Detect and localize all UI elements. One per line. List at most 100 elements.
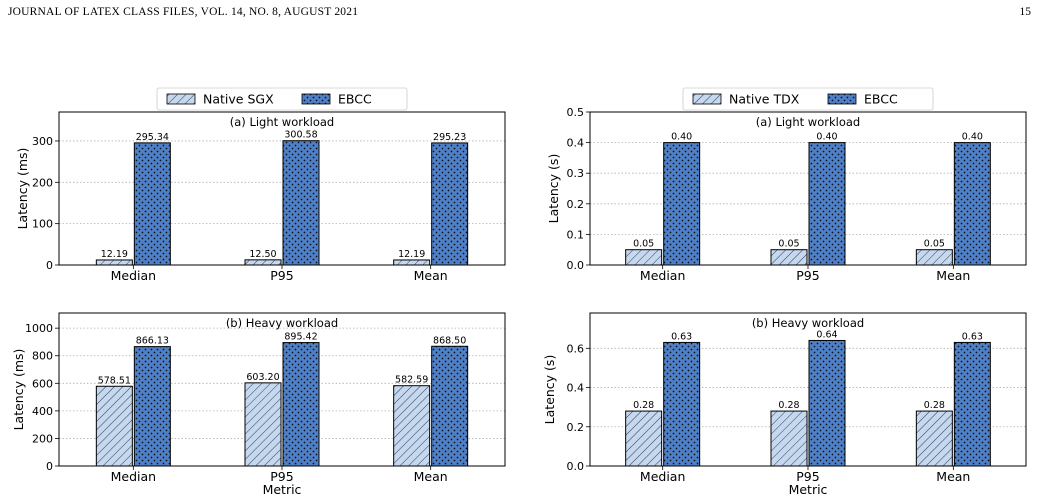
chart-subtitle: (a) Light workload: [756, 115, 860, 129]
bar-native: [393, 385, 431, 467]
bar-native: [244, 259, 282, 266]
bar-native: [244, 382, 282, 467]
x-tick-label: Median: [111, 469, 156, 484]
bar-value-label: 868.50: [433, 335, 466, 346]
bar-value-label: 0.28: [633, 400, 654, 411]
chart-panel-1: 578.51 866.13 Median 603.20 895.42 P95 582.59 8…: [11, 312, 506, 497]
y-axis-label: Latency (ms): [11, 349, 26, 431]
bar-ebcc: [953, 341, 991, 467]
chart-panel-0: 12.19 295.34 Median 12.50 300.58 P95 12.19 295.…: [15, 87, 506, 283]
bar-ebcc: [663, 142, 701, 266]
chart-subtitle: (b) Heavy workload: [226, 316, 338, 330]
legend-swatch-ebcc: [301, 93, 331, 105]
bar-value-label: 12.19: [398, 249, 425, 260]
y-tick-label: 1000: [25, 322, 53, 335]
legend-swatch-native: [692, 93, 722, 105]
x-axis-label: Metric: [789, 482, 828, 497]
x-tick-label: Mean: [936, 469, 970, 484]
bar-value-label: 0.05: [924, 239, 945, 250]
chart-panel-2: 0.05 0.40 Median 0.05 0.40 P95 0.05 0.40 Mean 0.0…: [546, 87, 1027, 283]
y-tick-label: 0.6: [567, 342, 585, 355]
bar-native: [625, 249, 663, 266]
x-tick-label: P95: [796, 268, 819, 283]
bar-value-label: 582.59: [395, 375, 428, 386]
bar-native: [915, 410, 953, 467]
y-axis-label: Latency (s): [546, 154, 561, 224]
y-tick-label: 600: [32, 377, 53, 390]
legend-box: [682, 87, 934, 111]
y-tick-label: 0: [46, 460, 53, 473]
legend: Native SGX EBCC: [156, 87, 408, 111]
y-tick-label: 0.3: [567, 167, 585, 180]
bar-value-label: 0.05: [778, 239, 799, 250]
x-tick-label: P95: [796, 469, 819, 484]
y-tick-label: 0: [46, 259, 53, 272]
bar-ebcc: [431, 142, 469, 266]
chart-subtitle: (b) Heavy workload: [752, 316, 864, 330]
y-axis-label: Latency (ms): [15, 148, 30, 230]
y-tick-label: 300: [32, 135, 53, 148]
x-tick-label: Mean: [936, 268, 970, 283]
bar-value-label: 0.28: [924, 400, 945, 411]
x-tick-label: Median: [640, 469, 685, 484]
bar-native: [625, 410, 663, 467]
legend-label: EBCC: [338, 92, 372, 107]
y-tick-label: 200: [32, 176, 53, 189]
bar-value-label: 0.40: [962, 132, 983, 143]
x-tick-label: Median: [640, 268, 685, 283]
y-tick-label: 0.1: [567, 228, 585, 241]
bar-value-label: 295.23: [433, 132, 466, 143]
bar-value-label: 603.20: [246, 372, 279, 383]
bar-ebcc: [808, 142, 846, 266]
bar-ebcc: [133, 346, 171, 467]
x-tick-label: P95: [270, 268, 293, 283]
plot-frame: [58, 312, 506, 467]
y-tick-label: 0.2: [567, 198, 585, 211]
bar-native: [95, 259, 133, 266]
bar-value-label: 0.40: [816, 132, 837, 143]
plot-frame: [589, 312, 1027, 467]
legend-box: [156, 87, 408, 111]
y-tick-label: 0.5: [567, 106, 585, 119]
legend: Native TDX EBCC: [682, 87, 934, 111]
legend-label: EBCC: [864, 92, 898, 107]
bar-ebcc: [663, 341, 701, 467]
bar-value-label: 12.50: [249, 249, 276, 260]
bar-native: [770, 249, 808, 266]
y-tick-label: 0.0: [567, 460, 585, 473]
chart-panel-3: 0.28 0.63 Median 0.28 0.64 P95 0.28 0.63 Mean 0.0…: [542, 312, 1027, 497]
bar-ebcc: [282, 140, 320, 266]
bar-value-label: 866.13: [136, 336, 169, 347]
bar-value-label: 578.51: [98, 375, 131, 386]
y-tick-label: 0.4: [567, 137, 585, 150]
bar-ebcc: [808, 339, 846, 467]
y-tick-label: 400: [32, 405, 53, 418]
bar-value-label: 0.63: [671, 331, 692, 342]
page-header: JOURNAL OF LATEX CLASS FILES, VOL. 14, N…: [0, 0, 1041, 30]
y-tick-label: 0.2: [567, 421, 585, 434]
bar-ebcc: [431, 345, 469, 467]
bar-native: [95, 385, 133, 467]
y-tick-label: 100: [32, 218, 53, 231]
chart-subtitle: (a) Light workload: [230, 115, 334, 129]
legend-swatch-ebcc: [827, 93, 857, 105]
x-tick-label: Mean: [414, 268, 448, 283]
y-tick-label: 800: [32, 350, 53, 363]
bar-native: [393, 259, 431, 266]
legend-swatch-native: [166, 93, 196, 105]
plot-frame: [589, 111, 1027, 266]
x-tick-label: Median: [111, 268, 156, 283]
bar-value-label: 300.58: [284, 130, 317, 141]
bar-value-label: 0.64: [816, 329, 837, 340]
y-tick-label: 0.4: [567, 382, 585, 395]
bar-value-label: 895.42: [284, 332, 317, 343]
x-tick-label: P95: [270, 469, 293, 484]
bar-value-label: 0.28: [778, 400, 799, 411]
bar-value-label: 295.34: [136, 132, 169, 143]
bar-native: [770, 410, 808, 467]
bar-native: [915, 249, 953, 266]
bar-value-label: 12.19: [101, 249, 128, 260]
bar-ebcc: [133, 142, 171, 266]
plot-frame: [58, 111, 506, 266]
